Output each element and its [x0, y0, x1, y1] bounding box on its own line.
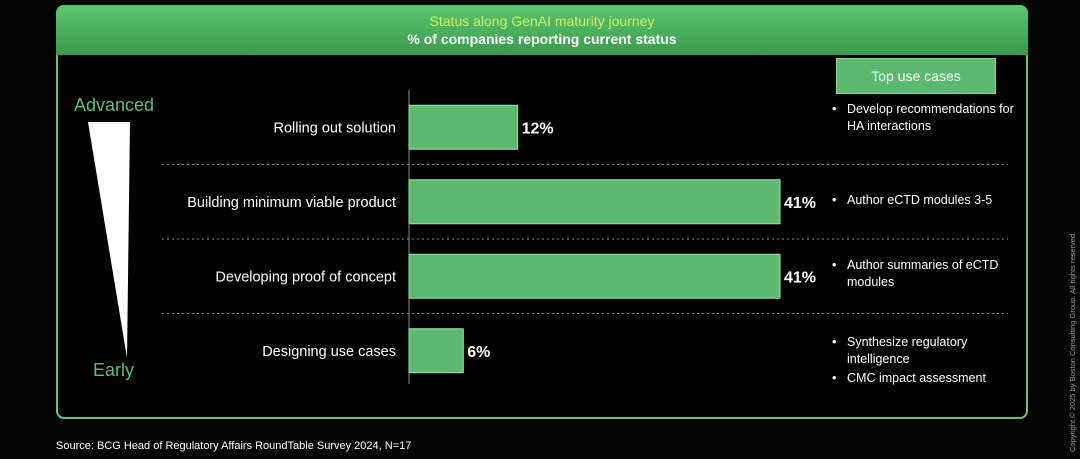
chart-header: Status along GenAI maturity journey % of… — [56, 5, 1028, 55]
value-label: 6% — [467, 344, 490, 361]
bar — [408, 104, 519, 150]
copyright-note: Copyright © 2025 by Boston Consulting Gr… — [1068, 231, 1077, 452]
maturity-wedge — [88, 122, 130, 358]
use-case-item: Develop recommendations for HA interacti… — [832, 101, 1017, 135]
source-note: Source: BCG Head of Regulatory Affairs R… — [56, 440, 412, 452]
category-label: Rolling out solution — [273, 120, 396, 136]
use-case-item: Author eCTD modules 3-5 — [832, 192, 1017, 209]
use-case-item: Synthesize regulatory intelligence — [832, 334, 1017, 368]
scale-advanced-label: Advanced — [74, 95, 155, 115]
category-label: Designing use cases — [262, 344, 396, 360]
category-label: Developing proof of concept — [215, 269, 396, 285]
use-case-group-4: Synthesize regulatory intelligence CMC i… — [832, 334, 1017, 387]
chart-title: Status along GenAI maturity journey — [429, 13, 655, 29]
bar — [408, 328, 464, 374]
category-label: Building minimum viable product — [187, 195, 396, 211]
value-label: 12% — [522, 120, 554, 137]
use-case-group-1: Develop recommendations for HA interacti… — [832, 101, 1017, 135]
use-case-item: Author summaries of eCTD modules — [832, 257, 1017, 291]
scale-early-label: Early — [93, 360, 135, 380]
top-use-cases-button[interactable]: Top use cases — [836, 58, 996, 94]
bar — [408, 253, 781, 299]
value-label: 41% — [784, 195, 816, 212]
use-case-item: CMC impact assessment — [832, 370, 1017, 387]
value-label: 41% — [784, 269, 816, 286]
chart-subtitle: % of companies reporting current status — [407, 31, 677, 47]
use-case-group-3: Author summaries of eCTD modules — [832, 257, 1017, 291]
use-case-group-2: Author eCTD modules 3-5 — [832, 192, 1017, 209]
bar — [408, 179, 781, 225]
